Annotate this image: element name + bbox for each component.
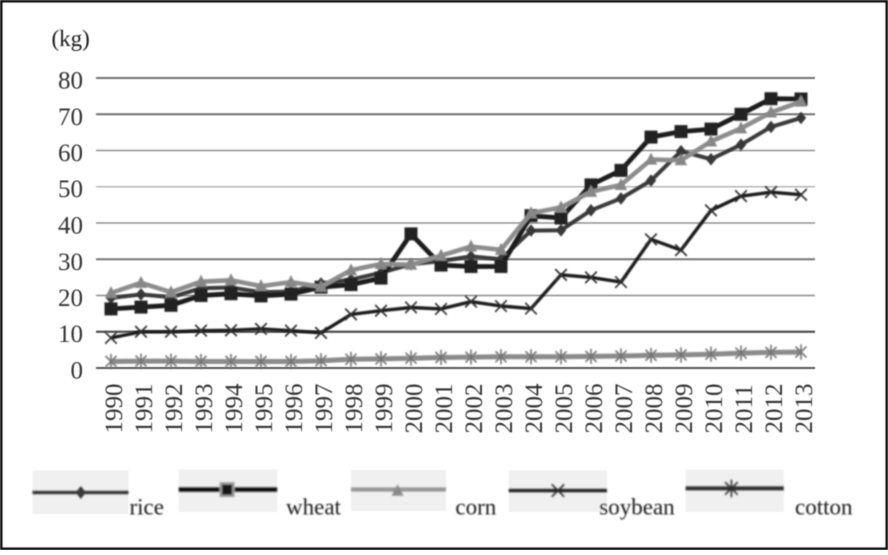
svg-text:1995: 1995: [251, 384, 278, 434]
svg-text:corn: corn: [455, 495, 496, 520]
svg-text:2013: 2013: [791, 384, 818, 434]
svg-text:cotton: cotton: [795, 495, 853, 520]
svg-text:0: 0: [71, 358, 84, 385]
svg-text:1991: 1991: [131, 384, 158, 434]
svg-text:80: 80: [58, 68, 83, 95]
svg-text:2003: 2003: [491, 384, 518, 434]
svg-text:2009: 2009: [671, 384, 698, 434]
svg-text:50: 50: [58, 176, 83, 203]
svg-text:1999: 1999: [371, 384, 398, 434]
svg-text:10: 10: [58, 321, 83, 348]
svg-text:1996: 1996: [281, 384, 308, 434]
svg-text:soybean: soybean: [599, 495, 675, 520]
svg-text:1998: 1998: [341, 384, 368, 434]
svg-text:70: 70: [58, 104, 83, 131]
svg-text:1990: 1990: [101, 384, 128, 434]
svg-text:2005: 2005: [551, 384, 578, 434]
svg-text:1993: 1993: [191, 384, 218, 434]
svg-text:2008: 2008: [641, 384, 668, 434]
svg-text:60: 60: [58, 140, 83, 167]
svg-text:2012: 2012: [761, 384, 788, 434]
svg-text:20: 20: [58, 285, 83, 312]
svg-text:1997: 1997: [311, 384, 338, 434]
svg-text:1994: 1994: [221, 383, 248, 434]
svg-text:2011: 2011: [731, 384, 758, 433]
svg-text:2004: 2004: [521, 383, 548, 434]
svg-text:40: 40: [58, 213, 83, 240]
svg-text:2007: 2007: [611, 384, 638, 434]
svg-text:2010: 2010: [701, 384, 728, 434]
svg-text:30: 30: [58, 249, 83, 276]
svg-text:wheat: wheat: [286, 495, 342, 520]
svg-text:1992: 1992: [161, 384, 188, 434]
svg-text:2000: 2000: [401, 384, 428, 434]
svg-text:rice: rice: [130, 495, 164, 520]
svg-text:(kg): (kg): [52, 26, 90, 51]
svg-text:2002: 2002: [461, 384, 488, 434]
svg-text:2006: 2006: [581, 384, 608, 434]
svg-text:2001: 2001: [431, 384, 458, 434]
